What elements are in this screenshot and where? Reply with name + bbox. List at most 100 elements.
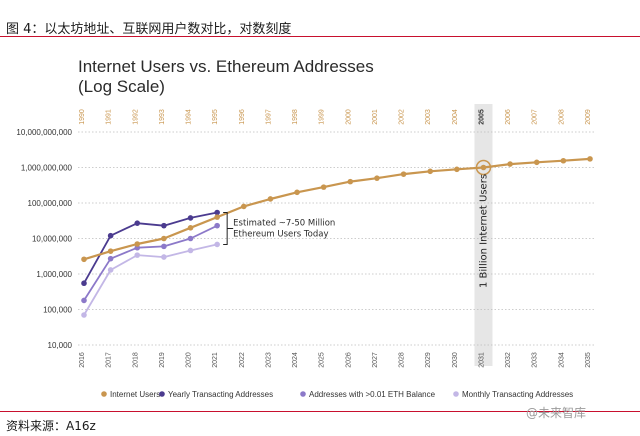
data-point	[294, 189, 300, 196]
legend-swatch	[159, 391, 165, 397]
data-point	[161, 254, 167, 260]
bottom-year-label: 2023	[265, 352, 272, 368]
top-year-label: 2000	[345, 109, 352, 125]
legend-label: Yearly Transacting Addresses	[168, 390, 273, 399]
bottom-year-label: 2018	[132, 352, 139, 368]
chart-subtitle: (Log Scale)	[78, 77, 165, 96]
top-x-axis: 1990 1991 1992 1993 1994 1995 1996 1997 1998 1999…	[79, 109, 592, 125]
series-line	[83, 211, 218, 284]
top-year-label: 1991	[106, 109, 113, 125]
legend-swatch	[101, 391, 107, 397]
data-point	[187, 215, 194, 221]
y-tick-label: 1,000,000,000	[21, 164, 73, 173]
bottom-year-label: 2017	[106, 352, 113, 368]
data-point	[560, 157, 567, 164]
data-point	[347, 178, 354, 185]
header-divider	[0, 36, 640, 37]
bottom-year-label: 2016	[79, 352, 86, 368]
bottom-year-label: 2022	[239, 352, 246, 368]
top-year-label: 2003	[425, 109, 432, 125]
milestone-marker	[475, 159, 492, 176]
legend-label: Addresses with >0.01 ETH Balance	[309, 390, 436, 399]
data-point	[374, 175, 380, 181]
top-year-label: 1994	[186, 109, 193, 125]
bottom-x-axis: 2016 2017 2018 2019 2020 2021 2022 2023 2024 2025…	[79, 352, 592, 368]
top-year-label: 2008	[558, 109, 565, 125]
data-point	[454, 166, 460, 173]
data-point	[507, 161, 513, 167]
bottom-year-label: 2021	[212, 352, 219, 368]
legend-item: Yearly Transacting Addresses	[159, 390, 273, 399]
annotation-line1: Estimated ~7-50 Million	[233, 218, 335, 228]
bottom-year-label: 2029	[425, 352, 432, 368]
y-tick-label: 10,000,000,000	[16, 128, 72, 137]
milestone: 1 Billion Internet Users	[475, 159, 492, 288]
data-point	[427, 168, 434, 175]
top-year-label: 1995	[212, 109, 219, 125]
bottom-year-label: 2033	[532, 352, 539, 368]
series-line	[83, 157, 591, 261]
bottom-year-label: 2027	[372, 352, 379, 368]
legend-item: Internet Users	[101, 390, 160, 399]
data-point	[214, 241, 220, 248]
annotation-line2: Ethereum Users Today	[233, 229, 328, 239]
data-point	[81, 312, 87, 318]
data-point	[81, 297, 87, 304]
figure-header: 图 4：以太坊地址、互联网用户数对比，对数刻度	[0, 0, 640, 38]
top-year-label: 1999	[319, 109, 326, 125]
data-point	[214, 214, 220, 220]
data-point	[267, 196, 274, 202]
bottom-year-label: 2019	[159, 352, 166, 368]
y-tick-label: 100,000	[43, 306, 72, 315]
top-year-label: 2001	[372, 109, 379, 125]
series-line	[83, 243, 218, 316]
data-point	[81, 280, 87, 287]
legend-swatch	[453, 391, 459, 397]
data-point	[587, 156, 593, 162]
top-year-label: 2005	[478, 109, 485, 125]
data-point	[214, 222, 220, 229]
data-point	[320, 184, 327, 190]
legend-label: Internet Users	[110, 390, 160, 399]
watermark: @未来智库	[526, 406, 587, 420]
bottom-year-label: 2031	[478, 352, 485, 368]
y-tick-label: 1,000,000	[36, 270, 72, 279]
bottom-year-label: 2035	[585, 352, 592, 368]
series-yearly-transacting-addresses	[81, 209, 220, 287]
legend-item: Monthly Transacting Addresses	[453, 390, 573, 399]
series-addresses-with-0-01-eth-balance	[81, 222, 220, 304]
bottom-year-label: 2030	[452, 352, 459, 368]
top-year-label: 2007	[532, 109, 539, 125]
data-point	[134, 220, 141, 226]
series-internet-users	[81, 156, 593, 263]
data-point	[400, 171, 407, 177]
data-point	[161, 222, 167, 229]
top-year-label: 1990	[79, 109, 86, 125]
data-point	[187, 247, 194, 254]
top-year-label: 1993	[159, 109, 166, 125]
series-monthly-transacting-addresses	[81, 241, 220, 318]
data-point	[107, 255, 114, 262]
y-axis: 10,000,000,000 1,000,000,000 100,000,000 10…	[16, 128, 72, 350]
figure-caption: 图 4：以太坊地址、互联网用户数对比，对数刻度	[6, 22, 292, 37]
series-line	[83, 224, 218, 301]
data-point	[187, 235, 194, 242]
bottom-year-label: 2025	[319, 352, 326, 368]
milestone-label: 1 Billion Internet Users	[478, 174, 489, 288]
data-point	[161, 243, 167, 250]
data-point	[107, 248, 114, 254]
data-point	[81, 256, 87, 263]
data-point	[240, 203, 247, 210]
y-tick-label: 10,000	[48, 341, 73, 350]
bottom-year-label: 2026	[345, 352, 352, 368]
top-year-label: 2002	[399, 109, 406, 125]
top-year-label: 2006	[505, 109, 512, 125]
data-point	[107, 267, 114, 273]
bottom-year-label: 2020	[186, 352, 193, 368]
bottom-year-label: 2024	[292, 352, 299, 368]
y-tick-label: 100,000,000	[28, 199, 73, 208]
y-tick-label: 10,000,000	[32, 235, 73, 244]
top-year-label: 1997	[265, 109, 272, 125]
data-point	[214, 209, 220, 216]
